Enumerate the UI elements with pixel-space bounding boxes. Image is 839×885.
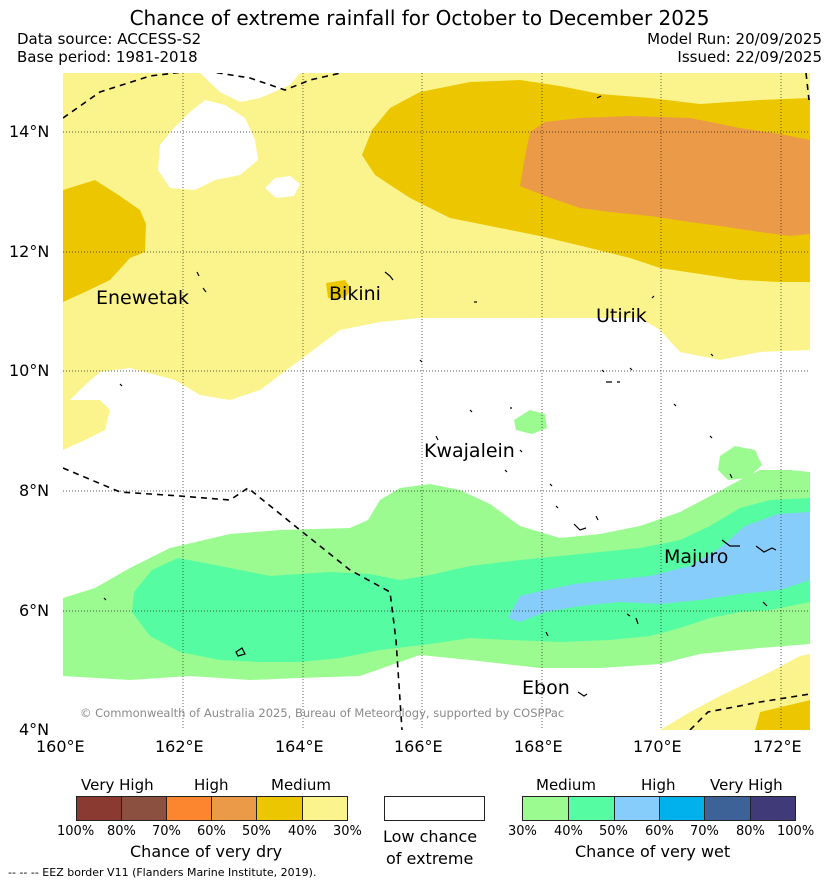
legend-wet-header: Very High: [710, 776, 783, 794]
lat-label: 12°N: [9, 242, 50, 261]
legend-wet-tick: 80%: [736, 824, 765, 839]
legend-dry-tick: 60%: [197, 824, 226, 839]
lon-label: 172°E: [753, 737, 802, 756]
legend-wet-swatch: [750, 796, 796, 821]
lon-label: 166°E: [394, 737, 443, 756]
legend-dry-title: Chance of very dry: [130, 842, 283, 861]
lon-label: 164°E: [275, 737, 324, 756]
data-source-label: Data source: ACCESS-S2: [17, 30, 202, 48]
low-chance-region: [158, 100, 258, 190]
legend-wet-tick: 70%: [690, 824, 719, 839]
legend-dry-swatch: [211, 796, 257, 821]
wet-medium-region: [718, 446, 762, 480]
legend-dry-header: Very High: [81, 776, 154, 794]
legend-low-chance-swatch: [384, 796, 485, 821]
map-plot-area: [63, 73, 810, 730]
legend-wet-swatch: [614, 796, 660, 821]
eez-border: [63, 73, 810, 730]
legend-dry-tick: 100%: [57, 824, 95, 839]
base-period-label: Base period: 1981-2018: [17, 48, 198, 66]
dry-medium-strong-region: [755, 700, 810, 730]
place-label-bikini: Bikini: [329, 283, 381, 305]
place-label-utirik: Utirik: [596, 305, 647, 327]
dry-medium-region: [660, 654, 810, 730]
legend-wet-title: Chance of very wet: [575, 842, 731, 861]
place-label-majuro: Majuro: [664, 546, 729, 568]
legend-dry-tick: 40%: [288, 824, 317, 839]
legend-dry-header: High: [194, 776, 229, 794]
legend-wet-tick: 100%: [777, 824, 815, 839]
copyright-credit: © Commonwealth of Australia 2025, Bureau…: [80, 706, 565, 720]
dry-medium-strong-region: [326, 280, 352, 298]
wet-medium-strong-region: [132, 498, 810, 662]
model-run-label: Model Run: 20/09/2025: [647, 30, 822, 48]
legend-dry-swatch: [76, 796, 122, 821]
legend-wet-tick: 30%: [508, 824, 537, 839]
legend-wet-swatch: [522, 796, 569, 821]
wet-medium-region: [514, 410, 547, 434]
legend-wet-swatch: [568, 796, 615, 821]
lon-label: 170°E: [633, 737, 682, 756]
legend-dry-tick: 30%: [333, 824, 362, 839]
lon-label: 168°E: [514, 737, 563, 756]
eez-footnote: -- -- -- EEZ border V11 (Flanders Marine…: [8, 866, 317, 879]
legend-wet-tick: 40%: [554, 824, 583, 839]
legend-dry-swatch: [302, 796, 348, 821]
lon-label: 162°E: [155, 737, 204, 756]
legend-wet-swatch: [659, 796, 705, 821]
place-label-kwajalein: Kwajalein: [424, 440, 515, 462]
dry-medium-region: [63, 400, 110, 450]
low-chance-region: [265, 176, 300, 198]
lat-label: 14°N: [9, 122, 50, 141]
map-title: Chance of extreme rainfall for October t…: [129, 6, 710, 30]
legend-dry-swatch: [256, 796, 303, 821]
low-chance-region: [200, 73, 300, 102]
legend-wet-tick: 60%: [645, 824, 674, 839]
legend-wet-header: Medium: [536, 776, 596, 794]
lat-label: 8°N: [19, 481, 50, 500]
legend-dry-tick: 70%: [152, 824, 181, 839]
legend-low-chance-label: of extreme: [386, 849, 474, 868]
legend-wet-tick: 50%: [599, 824, 628, 839]
atoll-outlines: [103, 95, 777, 697]
place-label-enewetak: Enewetak: [96, 287, 190, 309]
lat-label: 6°N: [19, 601, 50, 620]
dry-medium-strong-region: [63, 180, 146, 302]
lon-label: 160°E: [36, 737, 85, 756]
legend-dry-swatch: [121, 796, 167, 821]
wet-high-region: [508, 512, 810, 622]
dry-high-region: [520, 116, 810, 236]
legend-dry-tick: 50%: [242, 824, 271, 839]
lat-label: 4°N: [19, 720, 50, 739]
legend-dry-swatch: [166, 796, 212, 821]
lat-label: 10°N: [9, 361, 50, 380]
legend-dry-tick: 80%: [107, 824, 136, 839]
legend-low-chance-label: Low chance: [383, 827, 478, 846]
issued-label: Issued: 22/09/2025: [677, 48, 822, 66]
legend-wet-header: High: [641, 776, 676, 794]
legend-dry-header: Medium: [271, 776, 331, 794]
place-label-ebon: Ebon: [522, 677, 570, 699]
legend-wet-swatch: [704, 796, 751, 821]
